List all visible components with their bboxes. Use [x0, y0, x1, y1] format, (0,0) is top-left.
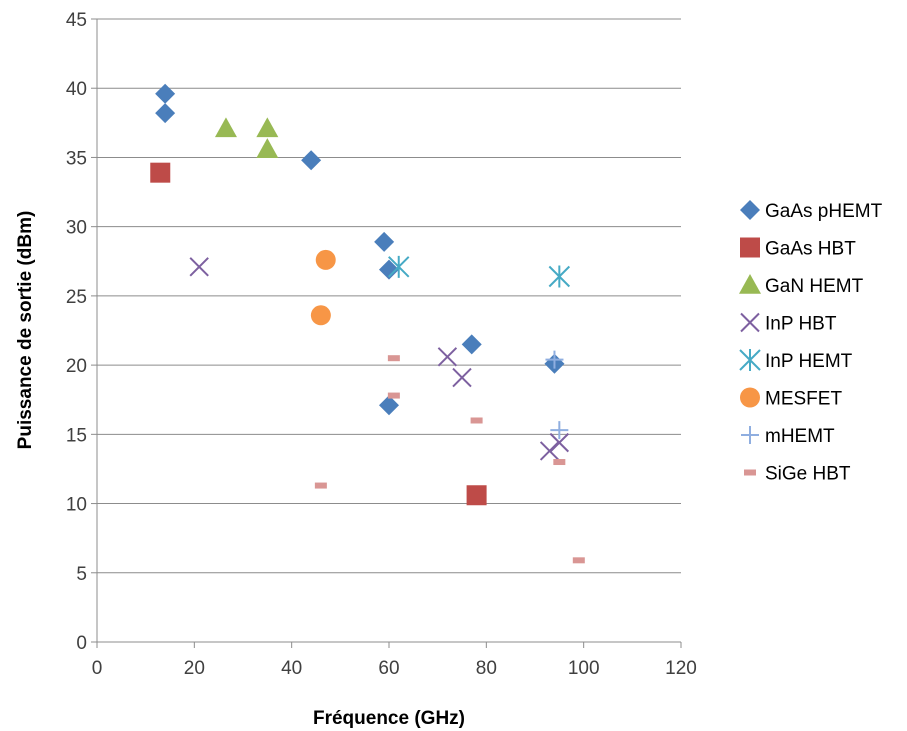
data-point — [539, 441, 560, 461]
y-axis-label: Puissance de sortie (dBm) — [15, 211, 36, 450]
data-points — [150, 83, 585, 564]
x-tick-label: 60 — [378, 658, 399, 679]
data-point — [387, 355, 400, 362]
x-tick-label: 40 — [281, 658, 302, 679]
legend-item: GaAs pHEMT — [740, 200, 883, 222]
series-gaas-hbt — [150, 162, 487, 506]
legend-marker — [740, 312, 760, 333]
data-point — [155, 83, 176, 104]
data-point — [437, 347, 458, 367]
legend-marker — [744, 469, 756, 476]
legend-label: GaAs HBT — [765, 239, 856, 260]
series-mesfet — [310, 249, 336, 326]
legend-marker — [741, 426, 759, 444]
data-point — [452, 367, 472, 388]
legend-label: mHEMT — [765, 426, 835, 447]
series-inp-hemt — [388, 255, 571, 288]
data-point — [155, 103, 176, 124]
data-point — [388, 255, 410, 278]
legend-label: InP HEMT — [765, 351, 853, 372]
x-tick-label: 0 — [92, 658, 103, 679]
data-point — [256, 138, 279, 158]
data-point — [301, 150, 322, 171]
y-tick-label: 0 — [76, 633, 87, 654]
series-gan-hemt — [214, 117, 279, 158]
data-point — [379, 259, 399, 280]
legend-label: MESFET — [765, 389, 842, 410]
data-point — [550, 421, 569, 440]
legend-item: GaN HEMT — [739, 274, 864, 297]
legend-label: InP HBT — [765, 314, 837, 335]
grid-lines — [97, 18, 681, 574]
legend-marker — [739, 349, 761, 371]
legend-marker — [740, 237, 760, 258]
data-point — [214, 117, 237, 138]
series-mhemt — [545, 350, 569, 440]
legend-marker — [740, 200, 760, 220]
x-tick-label: 100 — [568, 658, 600, 679]
series-inp-hbt — [189, 257, 570, 461]
x-tick-label: 120 — [665, 658, 697, 679]
legend-item: InP HBT — [740, 312, 837, 335]
y-tick-label: 10 — [66, 495, 87, 516]
data-point — [466, 485, 487, 506]
legend-item: SiGe HBT — [744, 464, 851, 485]
data-point — [256, 117, 279, 138]
legend-label: GaN HEMT — [765, 276, 864, 297]
legend-item: GaAs HBT — [740, 237, 856, 260]
legend-item: mHEMT — [741, 426, 835, 447]
data-point — [189, 257, 209, 277]
x-tick-label: 80 — [476, 658, 497, 679]
legend-marker — [740, 387, 760, 408]
y-tick-label: 45 — [66, 10, 87, 31]
y-tick-labels: 0 5 10 15 20 25 30 35 40 45 — [66, 10, 87, 654]
y-tick-label: 30 — [66, 218, 87, 239]
data-point — [315, 249, 336, 270]
x-tick-labels: 0 20 40 60 80 100 120 — [92, 658, 697, 679]
data-point — [553, 459, 566, 466]
legend-item: MESFET — [740, 387, 842, 410]
data-point — [314, 482, 327, 489]
y-tick-label: 5 — [76, 564, 87, 585]
y-tick-label: 15 — [66, 425, 87, 446]
x-axis-label: Fréquence (GHz) — [313, 708, 465, 729]
legend-marker — [739, 274, 761, 294]
data-point — [461, 334, 482, 355]
y-tick-label: 40 — [66, 79, 87, 100]
y-tick-label: 25 — [66, 287, 87, 308]
x-tick-label: 20 — [184, 658, 205, 679]
data-point — [548, 265, 571, 288]
y-tick-label: 35 — [66, 148, 87, 169]
data-point — [549, 432, 570, 453]
legend: GaAs pHEMT GaAs HBT GaN HEMT InP HBT InP HEM… — [739, 200, 883, 485]
data-point — [387, 392, 400, 399]
data-point — [545, 350, 564, 369]
legend-label: SiGe HBT — [765, 464, 851, 485]
y-tick-label: 20 — [66, 356, 87, 377]
data-point — [470, 417, 483, 424]
series-sige-hbt — [314, 355, 585, 564]
data-point — [150, 162, 171, 183]
data-point — [310, 305, 331, 326]
axes — [91, 18, 682, 648]
legend-label: GaAs pHEMT — [765, 201, 883, 222]
data-point — [379, 395, 399, 416]
data-point — [374, 231, 395, 252]
data-point — [572, 557, 585, 564]
legend-item: InP HEMT — [739, 349, 853, 372]
